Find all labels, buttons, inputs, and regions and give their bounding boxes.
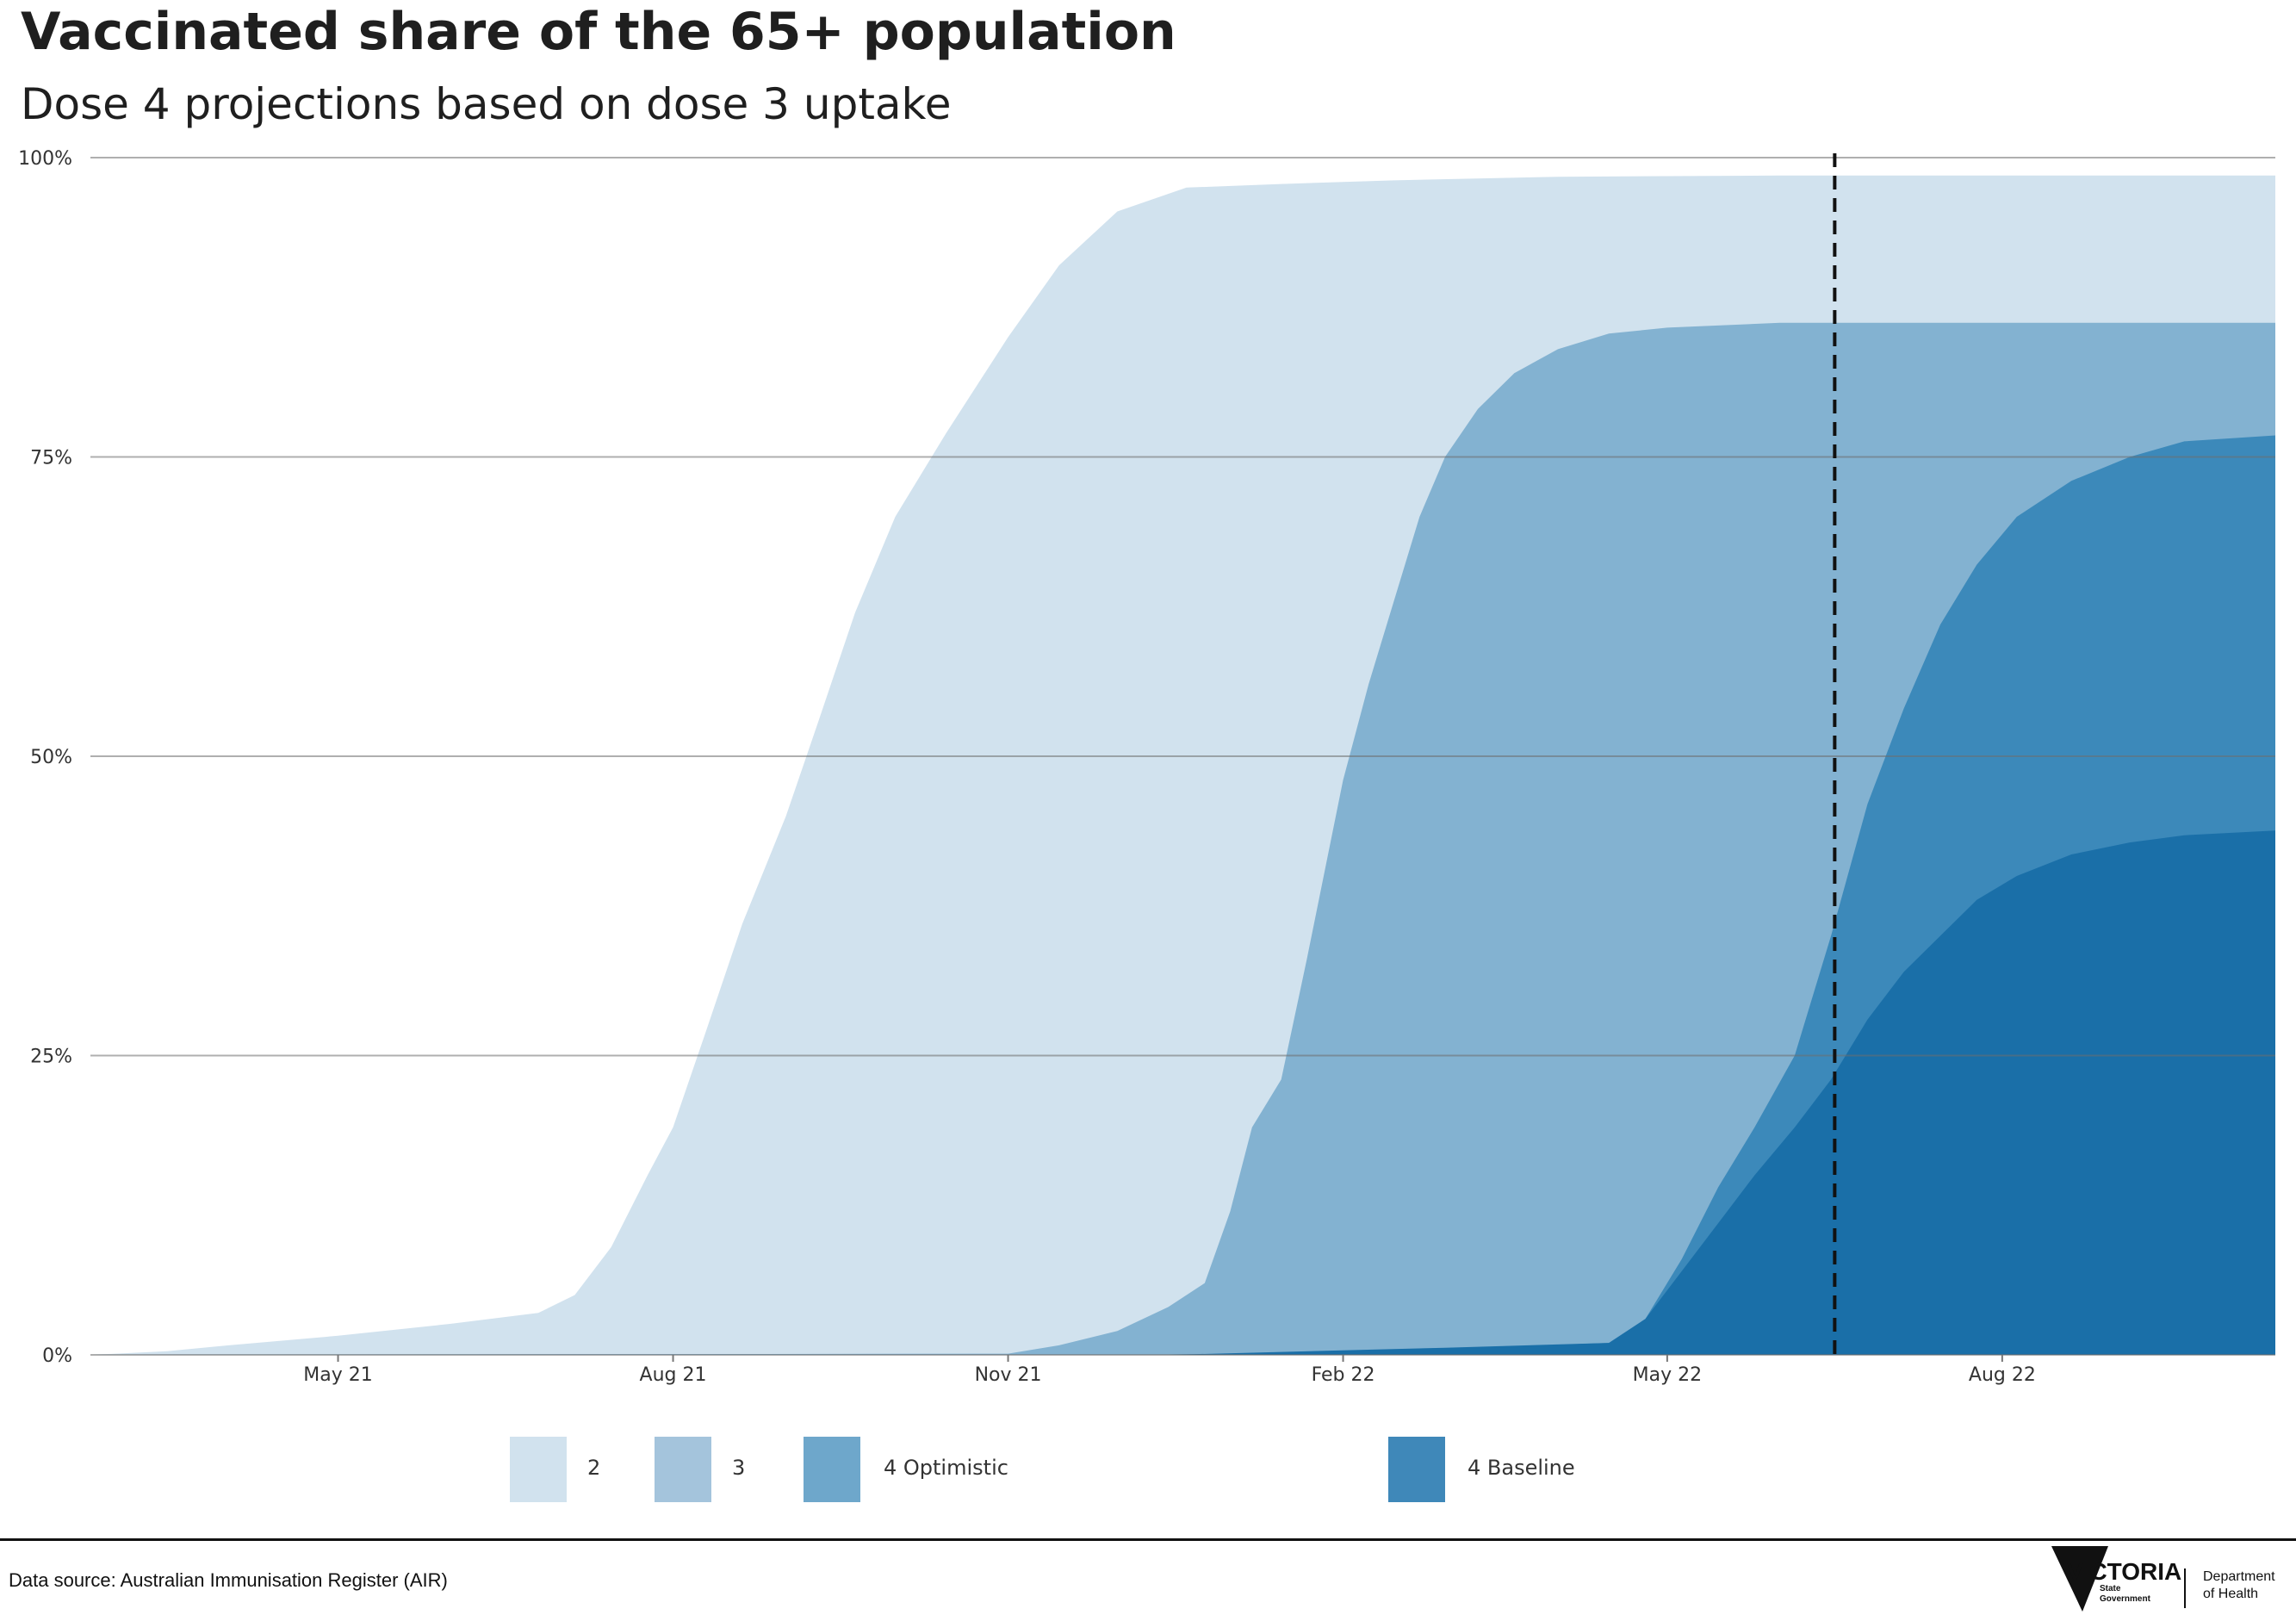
grid-lines [90, 157, 2275, 1356]
x-tick-label: Aug 21 [640, 1364, 707, 1386]
legend-label: 2 [587, 1456, 601, 1480]
x-tick-label: Aug 22 [1969, 1364, 2036, 1386]
department-of-health: Department of Health [2203, 1568, 2275, 1603]
legend-label: 4 Optimistic [884, 1456, 1008, 1480]
logo-divider [2184, 1568, 2186, 1608]
legend-label: 4 Baseline [1468, 1456, 1575, 1480]
dept-line-1: Department [2203, 1569, 2275, 1584]
footer-divider [0, 1538, 2296, 1541]
y-tick-label: 50% [30, 747, 72, 768]
x-tick-label: May 22 [1633, 1364, 1702, 1386]
x-tick-label: Feb 22 [1312, 1364, 1375, 1386]
legend-swatch [1388, 1437, 1445, 1502]
dept-line-2: of Health [2203, 1587, 2259, 1601]
chart-area: 0% 25% 50% 75% 100% May 21 Aug 21 Nov 21 Feb 22… [18, 148, 2275, 1386]
logo-state-government: State Government [2100, 1584, 2150, 1605]
series-area-3 [90, 322, 2275, 1355]
chart-subtitle: Dose 4 projections based on dose 3 uptak… [21, 79, 952, 129]
legend-swatch [655, 1437, 711, 1502]
y-tick-label: 25% [30, 1047, 72, 1068]
legend-label: 3 [732, 1456, 746, 1480]
y-axis-ticks: 0% 25% 50% 75% 100% [18, 148, 72, 1367]
logo-wordmark: VICTORIA [2067, 1558, 2182, 1585]
logo-government-line: Government [2100, 1594, 2150, 1604]
x-tick-label: May 21 [303, 1364, 372, 1386]
x-tick-label: Nov 21 [975, 1364, 1042, 1386]
legend-swatch [510, 1437, 567, 1502]
y-tick-label: 100% [18, 148, 72, 170]
data-source-note: Data source: Australian Immunisation Reg… [9, 1569, 448, 1591]
y-tick-label: 75% [30, 448, 72, 469]
y-tick-label: 0% [42, 1345, 72, 1367]
x-axis-ticks: May 21 Aug 21 Nov 21 Feb 22 May 22 Aug 22 [303, 1355, 2036, 1386]
victoria-v-icon [2051, 1546, 2108, 1612]
series-areas [90, 175, 2275, 1355]
victoria-government-logo: VICTORIA State Government Department of … [2048, 1544, 2289, 1613]
legend-swatch [804, 1437, 860, 1502]
series-area-4-baseline [1168, 830, 2275, 1355]
chart-title: Vaccinated share of the 65+ population [21, 2, 1176, 62]
logo-state-line: State [2100, 1584, 2121, 1593]
